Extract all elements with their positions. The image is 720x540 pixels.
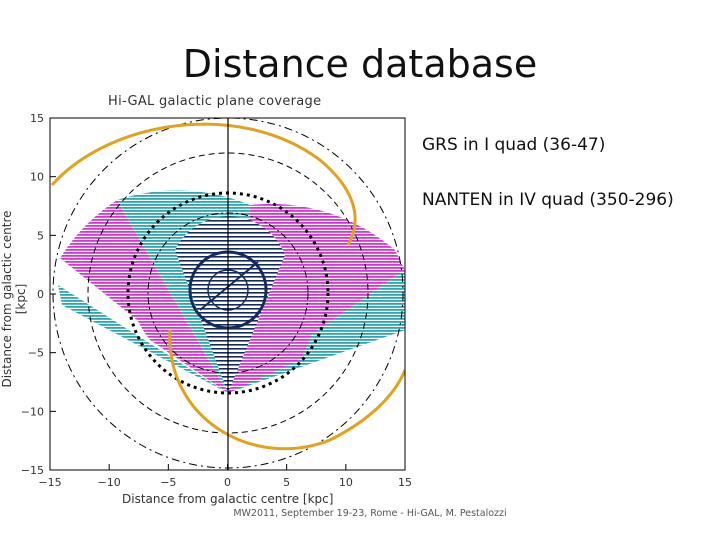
slide-title: Distance database <box>182 42 538 86</box>
y-tick-label: −5 <box>28 347 44 360</box>
x-tick-label: −10 <box>98 476 121 489</box>
x-tick-label: −15 <box>38 476 61 489</box>
y-tick-label: −15 <box>21 464 44 477</box>
note-grs: GRS in I quad (36-47) <box>422 135 606 155</box>
x-tick-label: −5 <box>160 476 176 489</box>
magenta-coverage-region <box>60 200 228 393</box>
y-tick-label: −10 <box>21 405 44 418</box>
x-axis-label: Distance from galactic centre [kpc] <box>122 492 334 506</box>
orange-arm-upper <box>50 122 357 246</box>
note-nanten: NANTEN in IV quad (350-296) <box>422 190 674 210</box>
tick-labels: −15 −10 −5 0 5 10 15 15 10 5 0 −5 −10 −15 <box>21 112 412 489</box>
x-tick-label: 10 <box>339 476 353 489</box>
cyan-coverage-region-left <box>58 285 228 393</box>
y-tick-label: 10 <box>30 171 44 184</box>
tick-marks <box>49 117 406 471</box>
x-tick-label: 15 <box>398 476 412 489</box>
plot-title: Hi-GAL galactic plane coverage <box>108 94 322 109</box>
orange-arm-lower <box>168 329 405 451</box>
x-tick-label: 5 <box>283 476 290 489</box>
y-tick-label: 0 <box>37 288 44 301</box>
magenta-lower-left <box>130 300 228 393</box>
slide-footer: MW2011, September 19-23, Rome - Hi-GAL, … <box>233 508 507 519</box>
y-tick-label: 15 <box>30 112 44 125</box>
inner-bar <box>199 261 259 311</box>
ref-circle-mid <box>87 152 369 434</box>
y-tick-label: 5 <box>37 229 44 242</box>
y-axis-label: Distance from galactic centre [kpc] <box>0 210 28 388</box>
x-tick-label: 0 <box>224 476 231 489</box>
magenta-lower-right <box>228 315 315 393</box>
